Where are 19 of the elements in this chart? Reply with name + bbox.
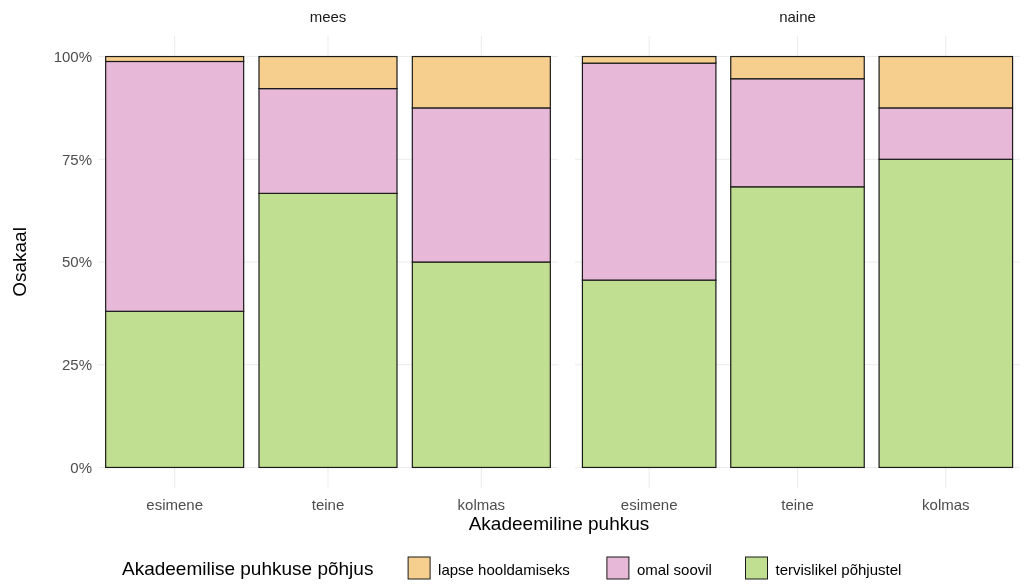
legend-label: tervislikel põhjustel [775,561,902,578]
legend-title: Akadeemilise puhkuse põhjus [122,558,374,579]
legend-label: lapse hooldamiseks [438,561,570,578]
chart-title: naine [779,8,816,25]
x-tick-label: teine [781,496,814,513]
chart-title: mees [309,8,347,25]
y-tick-label: 75% [61,150,92,168]
x-tick-label: esimene [620,496,678,513]
x-tick-label: kolmas [922,496,970,513]
x-tick-label: esimene [146,496,204,513]
y-tick-label: 25% [61,355,92,373]
y-tick-label: 50% [61,253,92,271]
y-tick-label: 0% [70,458,92,476]
y-axis-title: Osakaal [9,227,30,297]
x-tick-label: kolmas [457,496,506,513]
x-axis-title: Akadeemiline puhkus [468,513,650,534]
y-tick-label: 100% [53,47,92,65]
x-tick-label: teine [311,496,345,513]
legend-label: omal soovil [636,561,712,578]
